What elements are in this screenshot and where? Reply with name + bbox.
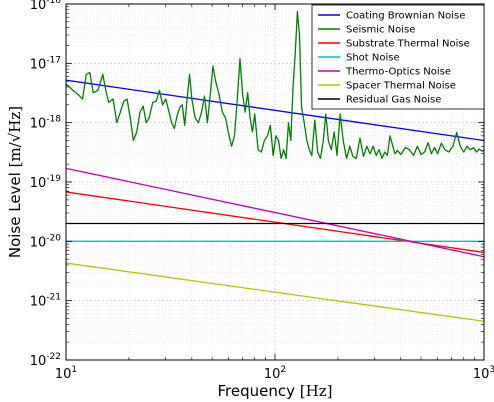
series-line-2 bbox=[66, 10, 484, 160]
legend-box bbox=[311, 4, 485, 110]
legend-label: Residual Gas Noise bbox=[346, 95, 441, 106]
tick-label: 102 bbox=[264, 365, 286, 382]
axis-ticks: 101 102 103 10-22 10-21 10-20 10-19 10-18 10-17 1… bbox=[30, 0, 494, 382]
legend-label: Thermo-Optics Noise bbox=[345, 67, 451, 78]
series-lines bbox=[66, 10, 484, 322]
legend-label: Shot Noise bbox=[346, 53, 400, 64]
tick-label: 10-21 bbox=[30, 293, 61, 310]
tick-label: 10-17 bbox=[30, 55, 61, 72]
legend-label: Spacer Thermal Noise bbox=[346, 81, 456, 92]
series-line-6 bbox=[66, 262, 484, 322]
tick-label: 10-20 bbox=[30, 233, 62, 250]
tick-label: 10-22 bbox=[30, 352, 61, 369]
legend-label: Seismic Noise bbox=[346, 25, 415, 36]
legend-label: Substrate Thermal Noise bbox=[346, 39, 470, 50]
tick-label: 10-18 bbox=[30, 115, 62, 132]
series-line-1 bbox=[66, 79, 484, 142]
tick-label: 101 bbox=[55, 365, 77, 382]
legend-label: Coating Brownian Noise bbox=[346, 11, 465, 22]
tick-label: 10-19 bbox=[30, 174, 62, 191]
tick-label: 103 bbox=[473, 365, 494, 382]
series-line-5 bbox=[66, 167, 484, 258]
x-axis-label: Frequency [Hz] bbox=[218, 382, 333, 400]
y-axis-label: Noise Level [m/√Hz] bbox=[6, 106, 24, 258]
legend: Coating Brownian Noise Seismic Noise Subst… bbox=[311, 4, 485, 110]
grid bbox=[65, 4, 484, 361]
tick-label: 10-16 bbox=[30, 0, 62, 13]
